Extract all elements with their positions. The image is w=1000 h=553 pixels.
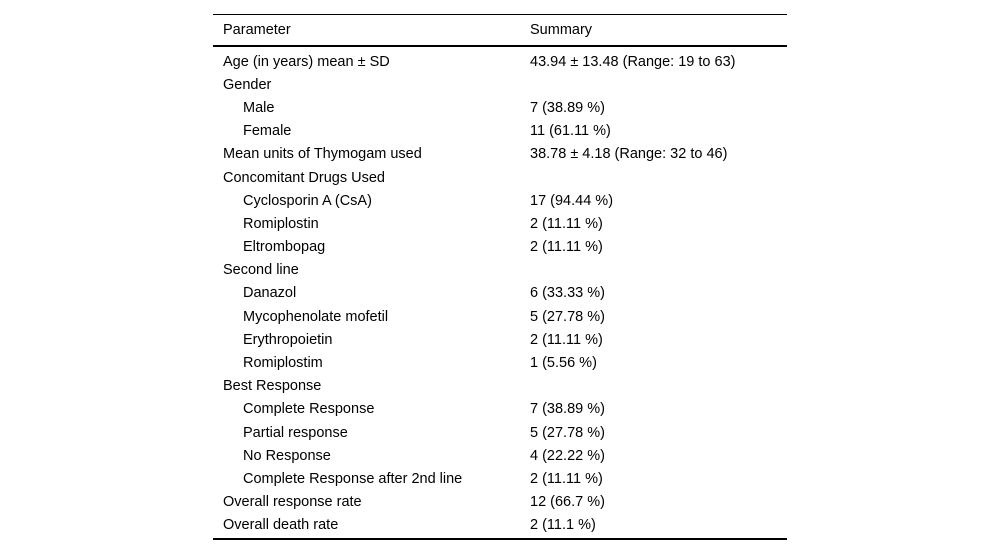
parameter-cell: Romiplostin (243, 215, 319, 232)
parameter-cell: Eltrombopag (243, 239, 326, 256)
summary-cell: 17 (94.44 %) (530, 192, 614, 209)
table-body: Age (in years) mean ± SD 43.94 ± 13.48 (… (213, 47, 787, 540)
patient-summary-table: Parameter Summary Age (in years) mean ± … (213, 14, 787, 540)
table-row: Overall response rate 12 (66.7 %) (213, 491, 787, 514)
parameter-cell: Romiplostim (243, 355, 323, 372)
column-header-summary: Summary (530, 22, 593, 38)
parameter-cell: Concomitant Drugs Used (223, 169, 385, 186)
parameter-cell: Second line (223, 262, 299, 279)
summary-cell: 1 (5.56 %) (530, 355, 597, 372)
table-row: Best Response (213, 375, 787, 398)
table-row: Partial response 5 (27.78 %) (213, 421, 787, 444)
table-row: Romiplostin 2 (11.11 %) (213, 212, 787, 235)
table-row: Eltrombopag 2 (11.11 %) (213, 236, 787, 259)
summary-cell: 2 (11.11 %) (530, 239, 603, 256)
table-row: No Response 4 (22.22 %) (213, 444, 787, 467)
table-row: Mycophenolate mofetil 5 (27.78 %) (213, 305, 787, 328)
table-row: Mean units of Thymogam used 38.78 ± 4.18… (213, 143, 787, 166)
parameter-cell: Male (243, 99, 275, 116)
summary-cell: 7 (38.89 %) (530, 401, 605, 418)
summary-cell: 5 (27.78 %) (530, 308, 605, 325)
summary-cell: 2 (11.11 %) (530, 331, 603, 348)
parameter-cell: Complete Response after 2nd line (243, 470, 463, 487)
table-row: Age (in years) mean ± SD 43.94 ± 13.48 (… (213, 50, 787, 73)
table-row: Cyclosporin A (CsA) 17 (94.44 %) (213, 189, 787, 212)
parameter-cell: Mean units of Thymogam used (223, 146, 422, 163)
table-row: Concomitant Drugs Used (213, 166, 787, 189)
parameter-cell: Erythropoietin (243, 331, 333, 348)
summary-cell: 6 (33.33 %) (530, 285, 605, 302)
table-row: Female 11 (61.11 %) (213, 120, 787, 143)
table-row: Complete Response after 2nd line 2 (11.1… (213, 467, 787, 490)
summary-cell: 2 (11.11 %) (530, 215, 603, 232)
table-row: Gender (213, 73, 787, 96)
table-header-row: Parameter Summary (213, 15, 787, 47)
table-row: Male 7 (38.89 %) (213, 96, 787, 119)
summary-cell: 12 (66.7 %) (530, 494, 605, 511)
summary-cell: 4 (22.22 %) (530, 447, 605, 464)
parameter-cell: Gender (223, 76, 272, 93)
parameter-cell: Complete Response (243, 401, 375, 418)
summary-cell: 2 (11.1 %) (530, 517, 596, 534)
table-row: Second line (213, 259, 787, 282)
column-header-parameter: Parameter (223, 22, 291, 38)
table-row: Danazol 6 (33.33 %) (213, 282, 787, 305)
summary-cell: 11 (61.11 %) (530, 123, 611, 140)
parameter-cell: Overall death rate (223, 517, 339, 534)
table-row: Overall death rate 2 (11.1 %) (213, 514, 787, 537)
summary-cell: 38.78 ± 4.18 (Range: 32 to 46) (530, 146, 728, 163)
parameter-cell: Female (243, 123, 292, 140)
table-row: Erythropoietin 2 (11.11 %) (213, 328, 787, 351)
table-row: Romiplostim 1 (5.56 %) (213, 351, 787, 374)
summary-cell: 43.94 ± 13.48 (Range: 19 to 63) (530, 53, 736, 70)
parameter-cell: Overall response rate (223, 494, 362, 511)
summary-cell: 7 (38.89 %) (530, 99, 605, 116)
parameter-cell: Cyclosporin A (CsA) (243, 192, 372, 209)
parameter-cell: Best Response (223, 378, 322, 395)
parameter-cell: Mycophenolate mofetil (243, 308, 389, 325)
parameter-cell: Partial response (243, 424, 348, 441)
parameter-cell: Age (in years) mean ± SD (223, 53, 390, 70)
table-row: Complete Response 7 (38.89 %) (213, 398, 787, 421)
summary-cell: 5 (27.78 %) (530, 424, 605, 441)
summary-cell: 2 (11.11 %) (530, 470, 603, 487)
parameter-cell: No Response (243, 447, 331, 464)
parameter-cell: Danazol (243, 285, 297, 302)
